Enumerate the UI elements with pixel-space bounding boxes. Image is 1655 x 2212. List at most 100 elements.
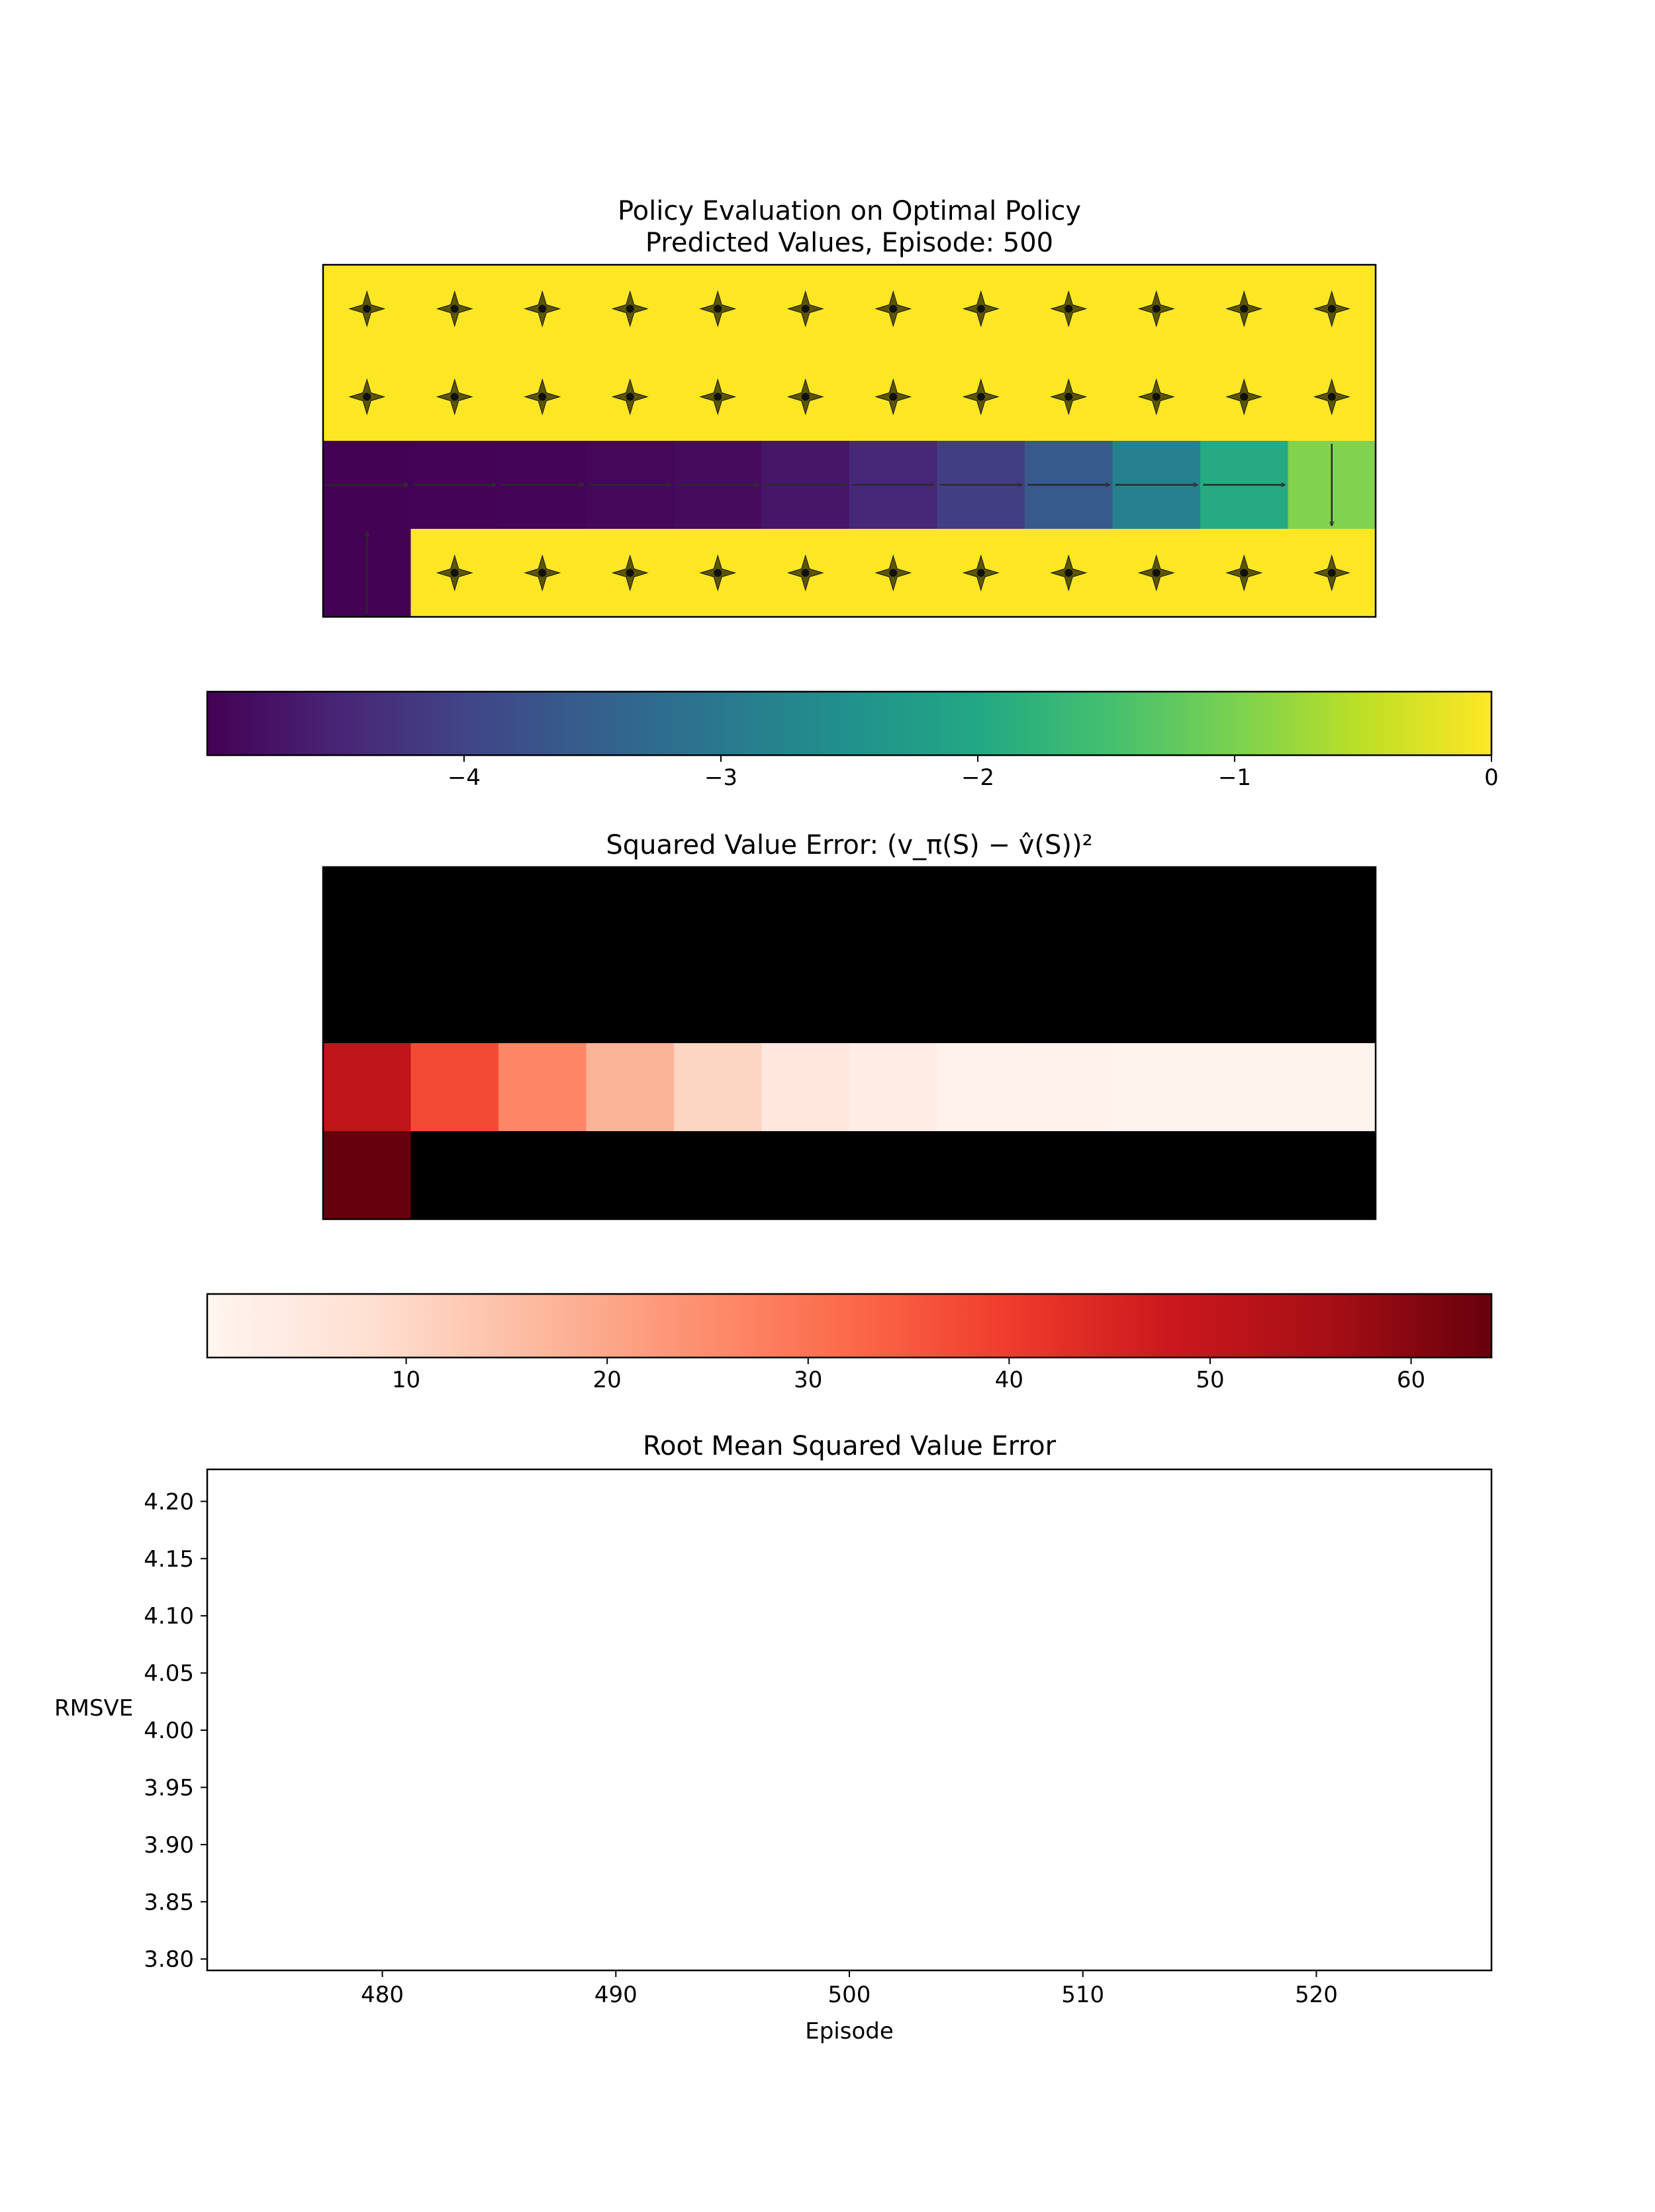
error-frame: [322, 866, 1377, 1221]
error-cell-masked: [1025, 955, 1113, 1044]
rmsve-y-ticks: 3.80 3.85 3.90 3.95 4.00 4.05 4.10 4.15 4.20: [144, 1489, 207, 1973]
error-cell-masked: [323, 955, 412, 1044]
policy-arrow-all: [348, 290, 386, 328]
policy-arrow-all: [962, 554, 1000, 592]
policy-arrow-all: [1313, 378, 1350, 416]
rmsve-xlabel: Episode: [805, 2018, 894, 2045]
policy-arrow-all: [1313, 290, 1350, 328]
error-cell-masked: [937, 867, 1025, 956]
error-cell-masked: [1112, 1131, 1201, 1220]
policy-arrow-all-center: [1152, 304, 1160, 313]
x-tick-label: 490: [594, 1982, 638, 2008]
reds-colorbar-frame: [206, 1293, 1493, 1359]
values-title-line2: Predicted Values, Episode: 500: [645, 228, 1053, 258]
policy-arrow-all: [1225, 378, 1263, 416]
policy-arrow-all-center: [1064, 569, 1073, 577]
error-cell-masked: [761, 867, 850, 956]
policy-arrow-all-center: [626, 304, 634, 313]
policy-arrow-all: [875, 290, 912, 328]
values-title-line1: Policy Evaluation on Optimal Policy: [618, 196, 1081, 226]
policy-arrow-all: [436, 554, 473, 592]
error-cell-masked: [1200, 867, 1289, 956]
policy-arrows: [326, 290, 1350, 614]
policy-arrow-all: [524, 378, 561, 416]
error-cell-masked: [674, 867, 763, 956]
error-cell-masked: [761, 1131, 850, 1220]
policy-arrow-all: [1225, 290, 1263, 328]
x-tick-label: 500: [828, 1982, 871, 2008]
rmsve-ylabel: RMSVE: [54, 1695, 133, 1722]
viridis-colorbar-frame: [206, 690, 1493, 757]
policy-arrow-all: [699, 554, 737, 592]
policy-arrow-all-center: [976, 304, 985, 313]
error-cell: [849, 1043, 938, 1132]
viridis-colorbar-ticks: −4 −3 −2 −1 0: [448, 755, 1499, 791]
policy-arrow-all-center: [363, 304, 371, 313]
policy-arrow-all-center: [450, 304, 459, 313]
error-cell-masked: [1288, 1131, 1376, 1220]
policy-arrow-all-center: [1240, 392, 1249, 401]
error-cell-masked: [1288, 867, 1376, 956]
y-tick-label: 4.20: [144, 1489, 194, 1515]
policy-arrow-all: [524, 290, 561, 328]
error-cell-masked: [586, 1131, 675, 1220]
error-cell: [1112, 1043, 1201, 1132]
y-tick-label: 3.95: [144, 1774, 194, 1801]
policy-arrow-all-center: [801, 304, 810, 313]
y-tick-label: 4.10: [144, 1603, 194, 1630]
error-cell: [1200, 1043, 1289, 1132]
colorbar-tick-label: −3: [704, 764, 737, 791]
y-tick-label: 3.85: [144, 1889, 194, 1915]
colorbar-tick-label: 60: [1397, 1367, 1425, 1393]
x-tick-label: 480: [361, 1982, 404, 2008]
values-frame: [322, 263, 1377, 618]
y-tick-label: 3.80: [144, 1947, 194, 1973]
y-tick-label: 4.15: [144, 1546, 194, 1573]
colorbar-tick-label: 40: [995, 1367, 1023, 1393]
policy-arrow-all-center: [801, 569, 810, 577]
reds-colorbar-fill: [207, 1294, 1491, 1358]
error-title: Squared Value Error: (v_π(S) − v̂(S))²: [606, 830, 1092, 860]
rmsve-panel: Root Mean Squared Value Error 480 490 500 5…: [54, 1431, 1493, 2045]
predicted-values-panel: Policy Evaluation on Optimal Policy Pred…: [322, 196, 1377, 618]
error-cell: [498, 1043, 587, 1132]
rmsve-title: Root Mean Squared Value Error: [643, 1431, 1057, 1461]
colorbar-tick-label: 30: [794, 1367, 822, 1393]
colorbar-tick-label: −1: [1218, 764, 1251, 791]
policy-arrow-all: [786, 378, 824, 416]
error-cell-masked: [410, 955, 499, 1044]
policy-arrow-all-center: [889, 392, 898, 401]
policy-arrow-all: [611, 290, 649, 328]
error-cell: [1025, 1043, 1113, 1132]
colorbar-tick-label: 10: [392, 1367, 420, 1393]
policy-arrow-all: [1313, 554, 1350, 592]
policy-arrow-all: [1225, 554, 1263, 592]
error-cell-masked: [761, 955, 850, 1044]
error-cell-masked: [1025, 1131, 1113, 1220]
policy-arrow-all-center: [450, 392, 459, 401]
colorbar-tick-label: 20: [593, 1367, 622, 1393]
policy-arrow-all: [699, 378, 737, 416]
error-cell: [674, 1043, 763, 1132]
viridis-colorbar-fill: [207, 692, 1491, 755]
error-cell: [1288, 1043, 1376, 1132]
policy-arrow-all: [1137, 290, 1175, 328]
error-cell-masked: [410, 1131, 499, 1220]
squared-error-panel: Squared Value Error: (v_π(S) − v̂(S))²: [322, 830, 1377, 1221]
policy-arrow-all-center: [538, 392, 547, 401]
policy-arrow-all-center: [1240, 304, 1249, 313]
error-cell-masked: [410, 867, 499, 956]
policy-arrow-all: [786, 290, 824, 328]
error-cell-masked: [674, 1131, 763, 1220]
error-cell-masked: [849, 867, 938, 956]
policy-arrow-all: [875, 554, 912, 592]
policy-arrow-all-center: [714, 569, 722, 577]
policy-arrow-all: [1137, 378, 1175, 416]
policy-arrow-all: [1137, 554, 1175, 592]
colorbar-tick-label: −4: [448, 764, 481, 791]
policy-arrow-all-center: [1327, 569, 1336, 577]
policy-arrow-all: [611, 554, 649, 592]
policy-arrow-all: [436, 378, 473, 416]
policy-arrow-all: [524, 554, 561, 592]
